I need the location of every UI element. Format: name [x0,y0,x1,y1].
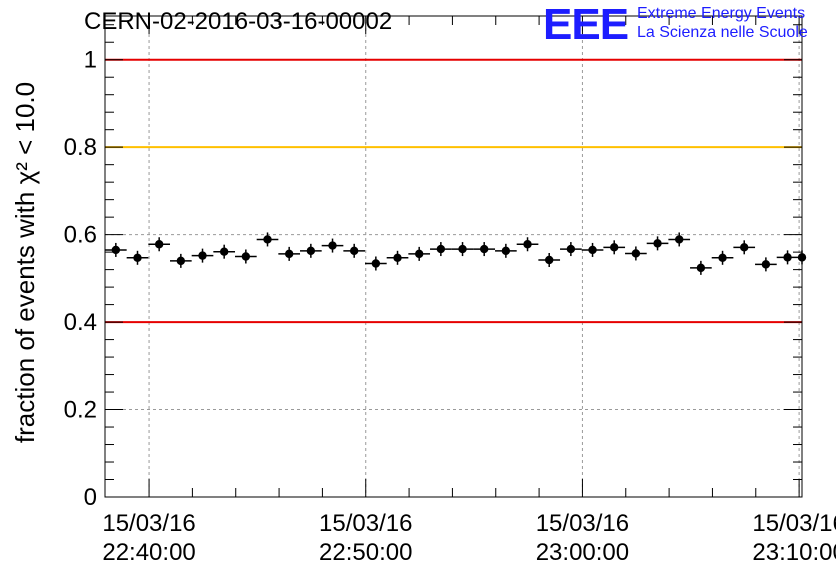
point-marker [393,253,402,263]
data-point [560,242,582,257]
point-marker [328,241,337,250]
point-marker [740,243,749,252]
logo-caption-line1: Extreme Energy Events [637,5,806,22]
data-point [603,240,626,255]
point-marker [349,246,359,256]
data-point [343,243,366,258]
y-tick-label: 0.6 [64,222,97,249]
x-tick-time: 22:40:00 [102,539,195,566]
data-point [256,232,279,247]
point-marker [111,245,121,255]
point-marker [371,259,381,268]
x-tick-date: 15/03/16 [536,510,629,537]
point-marker [761,260,771,269]
data-point [733,240,756,255]
grid-lines [105,16,802,497]
data-point [300,243,322,258]
data-point [581,242,604,257]
point-marker [306,246,316,256]
point-marker [479,244,489,254]
data-points [105,232,807,275]
data-point [126,250,149,265]
point-marker [219,247,229,256]
point-marker [523,240,532,249]
point-marker [458,244,467,254]
x-tick-date: 15/03/16 [102,510,195,537]
point-marker [588,245,597,255]
data-point [408,246,431,261]
point-marker [566,244,576,254]
point-marker [436,244,446,254]
reference-lines [105,58,802,324]
point-marker [133,253,142,263]
data-point [668,232,691,247]
x-tick-time: 23:00:00 [536,539,629,566]
point-marker [284,249,294,259]
data-point [430,242,452,257]
chart-title: CERN-02-2016-03-16-00002 [84,8,393,35]
data-point [516,237,539,252]
data-point [365,256,387,271]
y-tick-label: 0.2 [64,397,97,424]
y-tick-label: 0.8 [64,134,97,161]
data-point [473,242,496,257]
data-point [235,249,257,264]
data-point [321,238,344,253]
point-marker [198,251,207,260]
data-point [776,250,799,265]
data-point [170,253,192,268]
point-marker [631,249,641,258]
point-marker [154,240,164,249]
point-marker [176,256,186,266]
data-point [755,257,777,272]
point-marker [718,253,727,263]
point-marker [783,253,792,262]
data-point [213,244,236,259]
data-point [278,246,301,261]
x-tick-time: 22:50:00 [319,539,412,566]
data-point [538,252,561,267]
data-point [191,248,214,263]
y-tick-label: 0 [84,484,97,511]
plot-frame [104,15,803,498]
eee-logo: EEE [543,0,629,49]
x-tick-date: 15/03/16 [319,510,412,537]
data-point [148,237,171,252]
data-point [451,242,474,257]
data-point [646,236,669,251]
point-marker [263,235,272,244]
data-point [690,260,712,275]
point-marker [696,263,706,273]
data-point [386,250,409,265]
data-point [495,243,517,258]
point-marker [610,243,619,252]
data-point [625,246,647,261]
axis-ticks: 00.20.40.60.8115/03/1622:40:0015/03/1622… [64,16,836,566]
y-tick-label: 1 [84,47,97,74]
logo-caption: Extreme Energy Events La Scienza nelle S… [637,4,808,42]
y-tick-label: 0.4 [64,309,97,336]
point-marker [414,249,424,259]
data-point [711,250,734,265]
point-marker [501,246,511,256]
point-marker [653,239,662,248]
x-tick-time: 23:10:00 [752,539,836,566]
point-marker [675,235,684,244]
data-point [105,242,127,257]
x-tick-date: 15/03/16 [752,510,836,537]
data-point [797,250,807,265]
point-marker [545,255,554,265]
y-axis-label: fraction of events with χ² < 10.0 [10,82,40,443]
logo-caption-line2: La Scienza nelle Scuole [637,24,808,41]
point-marker [797,253,807,262]
point-marker [241,252,251,261]
